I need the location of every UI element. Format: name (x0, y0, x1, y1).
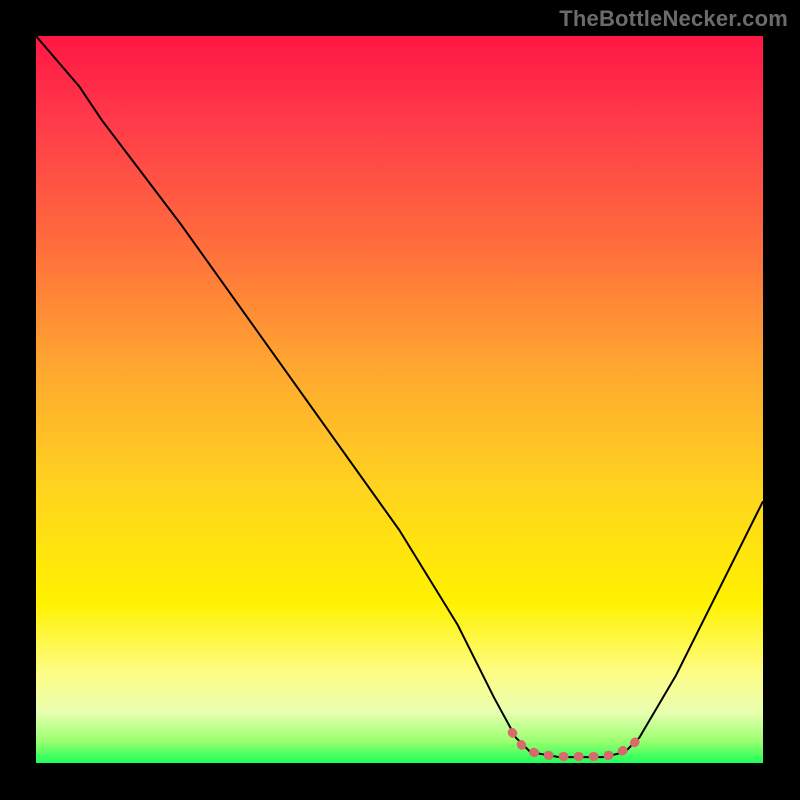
plot-area (36, 36, 763, 763)
attribution-text: TheBottleNecker.com (559, 6, 788, 32)
plot-svg (36, 36, 763, 763)
chart-container: TheBottleNecker.com (0, 0, 800, 800)
plot-background (36, 36, 763, 763)
